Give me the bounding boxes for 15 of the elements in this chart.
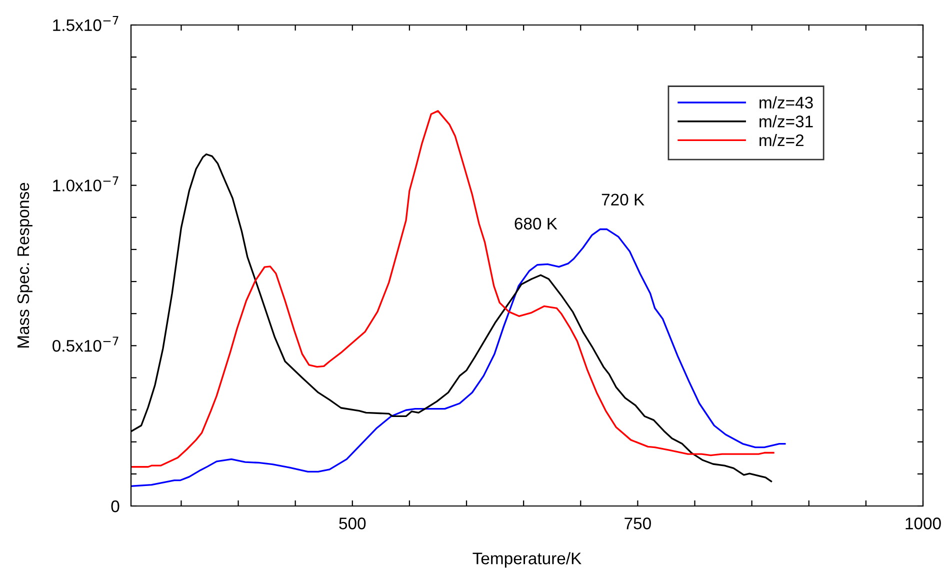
y-tick-label: 0 (111, 500, 120, 512)
line-series (131, 228, 786, 487)
legend-label: m/z=31 (760, 115, 813, 128)
y-tick-label: 1.5x10$^{−7}$ (53, 16, 118, 32)
y-axis-title: Mass Spec. Response (17, 182, 32, 348)
legend-label: m/z=2 (760, 134, 804, 146)
y-tick-label: 0.5x10$^{−7}$ (52, 336, 118, 352)
legend-label: m/z=43 (760, 96, 813, 108)
annotation: 680 K (514, 218, 558, 230)
x-axis-title: Temperature/K (472, 552, 582, 568)
annotation: 720 K (602, 194, 644, 206)
x-tick-label: 1000 (906, 518, 941, 530)
y-tick-label: 1.0x10$^{−7}$ (53, 176, 118, 192)
x-tick-label: 500 (339, 518, 366, 530)
x-tick-label: 750 (624, 518, 651, 530)
